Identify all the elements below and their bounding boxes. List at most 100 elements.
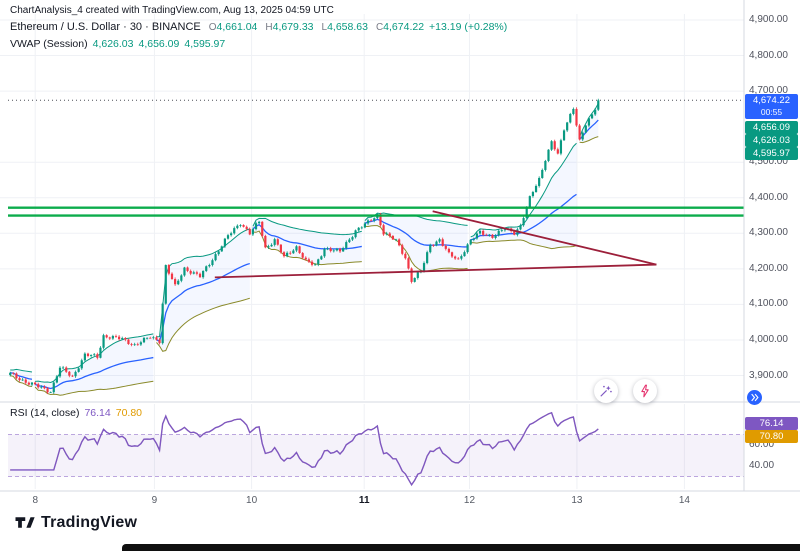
candle-body (130, 344, 133, 345)
candle-body (139, 342, 142, 345)
go-to-realtime-button[interactable] (747, 390, 762, 405)
rsi-indicator-label[interactable]: RSI (14, close) (10, 407, 80, 419)
candle-body (180, 275, 183, 281)
vwap-band-fill (470, 143, 577, 249)
candle-body (258, 221, 261, 224)
symbol-title[interactable]: Ethereum / U.S. Dollar · 30 · BINANCE (10, 21, 201, 33)
trend-line (432, 210, 657, 266)
candle-body (590, 114, 594, 119)
candle-body (220, 246, 223, 252)
vwap-indicator-label[interactable]: VWAP (Session) (10, 38, 88, 50)
candle-body (40, 386, 43, 388)
candle-body (466, 244, 469, 253)
candle-body (544, 160, 547, 170)
candle-body (242, 225, 245, 227)
candle-body (211, 260, 214, 266)
candle-body (55, 376, 58, 383)
candle-body (547, 149, 550, 161)
vwap-lower-band-line (579, 136, 599, 144)
candle-body (360, 227, 363, 229)
candle-body (581, 132, 584, 140)
candle-body (46, 388, 49, 393)
candle-body (528, 196, 531, 208)
candle-body (566, 122, 569, 131)
candle-body (114, 336, 118, 337)
candle-body (385, 233, 388, 235)
candle-body (326, 248, 329, 250)
candle-body (261, 221, 264, 236)
candle-body (80, 360, 83, 369)
candle-body (587, 118, 591, 126)
candle-body (562, 130, 566, 141)
candle-body (345, 242, 348, 249)
candle-body (413, 277, 416, 282)
candle-body (174, 279, 177, 285)
candle-body (18, 378, 21, 381)
bottom-bar (122, 544, 800, 551)
candle-body (282, 252, 286, 257)
vwap-lower-band-line (364, 225, 468, 272)
candle-body (310, 261, 314, 265)
candle-body (152, 337, 155, 339)
vwap-line (156, 262, 250, 343)
rsi-value: 76.14 (84, 407, 111, 419)
candle-body (93, 354, 96, 356)
candle-body (142, 337, 146, 343)
lightning-icon (641, 384, 649, 398)
candle-body (494, 235, 497, 238)
candle-body (21, 379, 24, 381)
candle-body (292, 250, 295, 254)
candle-body (83, 353, 86, 361)
magic-wand-button[interactable] (594, 379, 618, 403)
candle-body (401, 245, 404, 254)
candle-body (559, 140, 563, 154)
candle-body (391, 236, 395, 240)
candle-body (366, 220, 370, 224)
candle-body (556, 149, 559, 154)
candle-body (317, 259, 320, 265)
ohlc-high-label: H (265, 22, 273, 33)
candle-body (223, 238, 226, 247)
candle-body (27, 382, 30, 385)
candle-body (195, 272, 198, 274)
candle-body (74, 371, 77, 377)
candle-body (62, 367, 65, 369)
vwap-lower-band-line (156, 297, 250, 352)
vwap-lower-band-line (10, 375, 33, 388)
candle-body (491, 234, 494, 238)
candle-body (208, 265, 211, 267)
candle-body (279, 244, 283, 253)
candle-body (105, 335, 108, 338)
candle-body (382, 225, 385, 235)
candle-body (183, 267, 186, 276)
candle-body (136, 344, 139, 346)
ohlc-low-value: 4,658.63 (327, 21, 368, 33)
candle-body (342, 248, 345, 252)
candle-body (30, 382, 34, 385)
vwap-upper-value: 4,656.09 (138, 38, 180, 50)
tradingview-logo[interactable]: TradingView (14, 512, 137, 533)
candle-body (531, 192, 535, 197)
candle-body (541, 169, 544, 178)
candle-body (578, 125, 581, 140)
vwap-lower-value: 4,595.97 (184, 38, 226, 50)
candle-body (534, 185, 538, 193)
candle-body (33, 382, 37, 385)
vwap-band-fill (252, 218, 362, 265)
candle-body (124, 338, 127, 340)
candle-body (167, 265, 170, 274)
candle-body (335, 248, 339, 251)
ohlc-high-value: 4,679.33 (272, 21, 314, 33)
ohlc-low-label: L (321, 22, 328, 33)
candle-body (298, 246, 301, 254)
candle-body (329, 248, 332, 252)
vwap-band-fill (156, 228, 250, 352)
vwap-upper-band-line (35, 333, 154, 383)
lightning-button[interactable] (633, 379, 657, 403)
candle-body (500, 230, 503, 232)
candle-body (276, 239, 279, 245)
candle-body (332, 250, 335, 252)
candle-body (370, 220, 373, 222)
candle-body (338, 248, 342, 252)
